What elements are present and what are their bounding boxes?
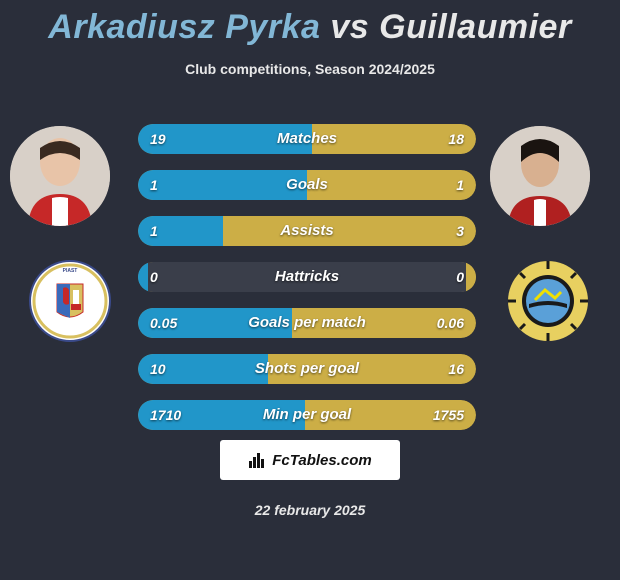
stat-label: Shots per goal bbox=[138, 354, 476, 384]
stat-row: 1016Shots per goal bbox=[138, 354, 476, 384]
title-player1: Arkadiusz Pyrka bbox=[48, 8, 320, 46]
stat-label: Goals bbox=[138, 170, 476, 200]
player1-club-badge: PIAST bbox=[29, 260, 111, 342]
title-vs: vs bbox=[330, 8, 369, 46]
stat-label: Min per goal bbox=[138, 400, 476, 430]
player2-club-badge bbox=[507, 260, 589, 342]
stat-row: 17101755Min per goal bbox=[138, 400, 476, 430]
stat-label: Hattricks bbox=[138, 262, 476, 292]
title-player2: Guillaumier bbox=[379, 8, 572, 46]
stat-row: 13Assists bbox=[138, 216, 476, 246]
footer-date: 22 february 2025 bbox=[0, 502, 620, 518]
subtitle: Club competitions, Season 2024/2025 bbox=[0, 61, 620, 77]
stat-row: 0.050.06Goals per match bbox=[138, 308, 476, 338]
stat-row: 1918Matches bbox=[138, 124, 476, 154]
player2-avatar bbox=[490, 126, 590, 226]
stat-label: Goals per match bbox=[138, 308, 476, 338]
player1-avatar bbox=[10, 126, 110, 226]
stats-comparison: 1918Matches 11Goals 13Assists 00Hattricks 0.… bbox=[138, 124, 476, 446]
bars-icon bbox=[248, 451, 266, 469]
stat-row: 11Goals bbox=[138, 170, 476, 200]
stat-label: Matches bbox=[138, 124, 476, 154]
page-title: Arkadiusz Pyrka vs Guillaumier bbox=[0, 0, 620, 47]
site-logo-text: FcTables.com bbox=[272, 452, 371, 469]
svg-text:PIAST: PIAST bbox=[63, 268, 78, 274]
site-logo: FcTables.com bbox=[220, 440, 400, 480]
stat-label: Assists bbox=[138, 216, 476, 246]
stat-row: 00Hattricks bbox=[138, 262, 476, 292]
